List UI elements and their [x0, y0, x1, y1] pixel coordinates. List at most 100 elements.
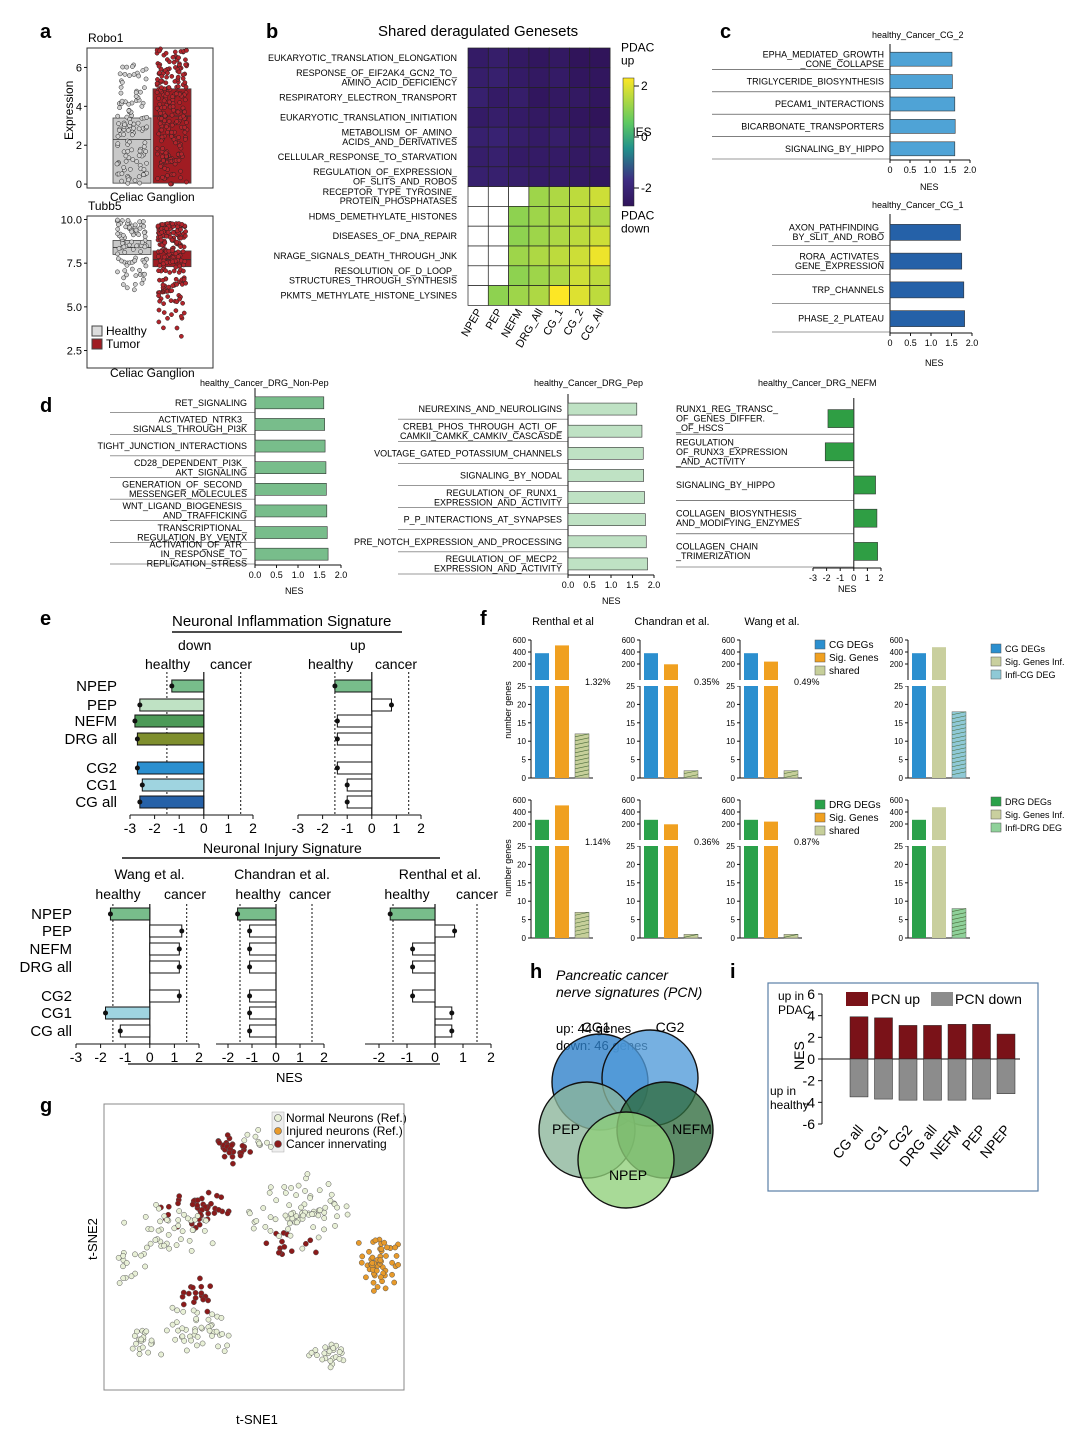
tsne-point [128, 1273, 135, 1280]
panel-d-label: d [40, 395, 52, 417]
tsne-point [267, 1214, 274, 1220]
inflam-down-endpoint [137, 799, 143, 805]
overlap-drg-0-hatch [574, 923, 590, 928]
tubb5-point [155, 223, 161, 229]
cg2-item-label: SIGNALING_BY_HIPPO [785, 144, 884, 154]
nes-colorbar [622, 77, 635, 207]
tsne-point [221, 1348, 228, 1354]
robo1-point [170, 104, 176, 110]
inflam-down-xtick-label: -3 [124, 820, 137, 836]
overlap-drg-2-ytick-label: 10 [726, 897, 735, 906]
tsne-xlabel: t-SNE1 [236, 1412, 278, 1427]
nefm-item-label: REGULATION_ OF_RUNX3_EXPRESSION _AND_ACTIV… [675, 437, 788, 466]
overlap-infl-cg-ytick-label: 5 [899, 756, 904, 765]
tubb5-ytick-label: 5.0 [67, 302, 82, 314]
inflam-up-bar [346, 778, 373, 792]
tsne-point [169, 1321, 176, 1328]
overlap-infl-cg-hatch [951, 723, 967, 728]
tsne-point [312, 1347, 319, 1353]
tsne-point [226, 1149, 233, 1156]
tsne-point [174, 1307, 180, 1314]
nefm-bar [853, 475, 876, 495]
tubb5-point [130, 247, 136, 252]
pep-item-label: SIGNALING_BY_NODAL [460, 470, 562, 480]
heatmap-cell [569, 126, 591, 148]
tsne-point [228, 1142, 235, 1149]
injury-1-xtick-label: 0 [272, 1049, 280, 1065]
nefm-bar [853, 542, 878, 561]
tubb5-point [170, 230, 176, 235]
overlap-cg-0-hatch [574, 741, 590, 746]
tsne-point [200, 1296, 206, 1303]
robo1-point [158, 163, 164, 169]
pep-item-label: REGULATION_OF_MECP2_ EXPRESSION_AND_ACTIV… [434, 554, 563, 573]
tsne-point [343, 1203, 350, 1210]
overlap-cg-0-ytick-label: 600 [513, 636, 527, 645]
injury-healthy-label: healthy [95, 886, 140, 902]
robo1-point [144, 124, 150, 130]
cg2-xtick-label: 0.5 [904, 165, 917, 175]
overlap-infl-drg-bar-upper [912, 819, 926, 840]
pep-bar [567, 513, 646, 526]
pcn-category-label: CG1 [860, 1121, 891, 1153]
overlap-drg-0-hatch [574, 919, 590, 924]
tubb5-point [161, 325, 166, 331]
tubb5-point [169, 312, 174, 317]
nefm-xtick-label: -3 [809, 573, 817, 583]
inflam-down-xtick-label: 1 [225, 820, 233, 836]
tubb5-point [165, 315, 170, 321]
pcn-down-bar [923, 1058, 942, 1101]
overlap-drg-2-bar-lower [744, 846, 758, 938]
tsne-point [120, 1252, 126, 1259]
overlap-infl-cg-ytick-label: 20 [894, 700, 903, 709]
tsne-point [163, 1327, 170, 1334]
pcn-ylabel: NES [791, 1041, 807, 1070]
inflam-down-xtick-label: -2 [148, 820, 161, 836]
tsne-point [169, 1304, 176, 1311]
injury-1-endpoint [247, 964, 253, 970]
overlap-infl-cg-axis-break [904, 680, 974, 686]
tsne-point [120, 1275, 127, 1282]
pcn-up-bar [947, 1024, 967, 1060]
robo1-point [162, 118, 167, 124]
nonpep-item-label: GENERATION_OF_SECOND_ MESSENGER_MOLECULES [122, 480, 248, 499]
injury-1-endpoint [247, 1010, 253, 1016]
tsne-point [176, 1208, 182, 1214]
nefm-item-label: SIGNALING_BY_HIPPO [676, 480, 775, 490]
tsne-point [194, 1197, 201, 1204]
heatmap-cell [528, 206, 550, 227]
robo1-point [122, 71, 128, 77]
tsne-point [369, 1260, 376, 1266]
injury-0-endpoint [107, 911, 113, 917]
injury-cancer-label: cancer [456, 886, 498, 902]
tsne-point [281, 1184, 288, 1190]
tsne-point [334, 1213, 340, 1220]
pep-item-label: P_P_INTERACTIONS_AT_SYNAPSES [404, 515, 562, 525]
robo1-point [143, 149, 149, 154]
robo1-point [175, 74, 181, 80]
overlap-cg-1-bar-lower [644, 686, 658, 778]
heatmap-cell [528, 107, 550, 128]
inflam-down-bar [136, 732, 205, 746]
pcn-up-bar [898, 1025, 918, 1060]
overlap-cg-0-hatch [574, 733, 590, 738]
overlap-legend-drg-swatch [814, 825, 826, 836]
robo1-point [141, 172, 146, 178]
inflam-up-endpoint [334, 765, 340, 771]
tubb5-point [165, 294, 171, 299]
injury-0-endpoint [117, 1028, 123, 1034]
nefm-xtick-label: -1 [836, 573, 844, 583]
robo1-point [176, 135, 182, 140]
heatmap-row-label: DISEASES_OF_DNA_REPAIR [333, 231, 458, 241]
overlap-cg-0-bar-lower [555, 686, 569, 778]
injury-2-endpoint [387, 911, 393, 917]
heatmap-cell [508, 166, 530, 187]
panel-h-label: h [530, 961, 542, 983]
robo1-point [115, 113, 121, 119]
inflam-down-endpoint [169, 683, 175, 689]
inf-up-cancer: cancer [375, 656, 417, 672]
heatmap-cell [487, 245, 509, 267]
tubb5-point [170, 221, 175, 227]
overlap-cg-0-ytick-label: 5 [522, 756, 527, 765]
tubb5-point [141, 276, 146, 282]
